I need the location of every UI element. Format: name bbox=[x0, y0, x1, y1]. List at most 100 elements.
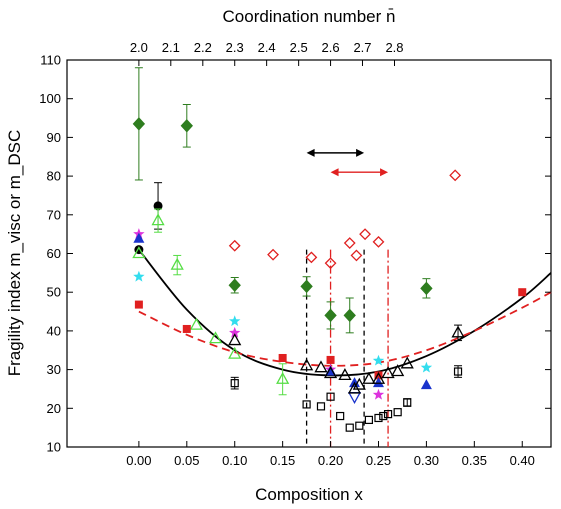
fit-curve bbox=[138, 291, 552, 367]
y-tick-label: 80 bbox=[47, 169, 61, 184]
data-point-triangle-open bbox=[208, 331, 223, 344]
data-point-square bbox=[518, 288, 527, 297]
top-tick-label: 2.3 bbox=[226, 40, 244, 55]
top-tick-label: 2.6 bbox=[322, 40, 340, 55]
data-point-diamond-open bbox=[305, 251, 318, 264]
y-axis-title: Fragility index m_visc or m_DSC bbox=[5, 130, 24, 377]
data-point-diamond bbox=[343, 308, 356, 323]
data-point-square bbox=[278, 353, 287, 362]
y-tick-label: 60 bbox=[47, 246, 61, 261]
data-point-star bbox=[133, 270, 145, 282]
data-point-triangle bbox=[420, 379, 432, 390]
data-point-square-open bbox=[302, 400, 311, 409]
range-arrow-head bbox=[356, 148, 365, 157]
data-point-square-open bbox=[336, 411, 345, 421]
data-point-diamond bbox=[180, 119, 193, 133]
data-point-triangle-open bbox=[276, 371, 290, 384]
data-point-triangle bbox=[133, 232, 145, 243]
data-point-triangle-open bbox=[352, 377, 366, 390]
data-point-square-open bbox=[453, 367, 463, 376]
data-point-diamond bbox=[132, 117, 146, 131]
x-tick-label: 0.35 bbox=[462, 453, 487, 468]
range-arrow-head bbox=[330, 168, 339, 177]
top-tick-label: 2.5 bbox=[290, 40, 308, 55]
data-point-triangle-open bbox=[314, 360, 328, 373]
range-lines bbox=[305, 249, 389, 447]
data-point-star bbox=[372, 354, 385, 366]
fit-curve bbox=[138, 249, 552, 377]
data-point-triangle-open bbox=[323, 366, 338, 379]
x-tick-label: 0.30 bbox=[414, 453, 439, 468]
x-tick-label: 0.05 bbox=[174, 453, 199, 468]
data-point-square-open bbox=[316, 402, 326, 411]
x-tick-label: 0.20 bbox=[318, 453, 343, 468]
data-point-triangle-open bbox=[300, 358, 314, 371]
top-tick-label: 2.8 bbox=[385, 40, 403, 55]
data-point-square-open bbox=[374, 413, 383, 423]
data-point-diamond-open bbox=[372, 235, 385, 248]
y-tick-label: 50 bbox=[47, 285, 61, 300]
y-tick-label: 30 bbox=[47, 362, 61, 377]
x-axis-title: Composition x bbox=[255, 485, 363, 504]
data-point-diamond-open bbox=[267, 248, 279, 261]
data-point-diamond-open bbox=[324, 257, 337, 270]
data-point-diamond-open bbox=[343, 237, 356, 249]
y-tick-label: 110 bbox=[40, 53, 61, 68]
data-point-triangle-open bbox=[362, 371, 376, 384]
y-tick-label: 100 bbox=[39, 91, 61, 106]
data-point-diamond-open bbox=[359, 228, 371, 241]
data-point-square-open bbox=[383, 410, 393, 419]
data-point-star bbox=[229, 326, 241, 338]
data-point-square bbox=[134, 300, 143, 309]
data-point-circle bbox=[153, 201, 163, 211]
top-tick-label: 2.0 bbox=[130, 40, 148, 55]
range-arrows bbox=[306, 148, 389, 177]
data-point-star bbox=[372, 388, 385, 400]
data-point-square-open bbox=[393, 408, 402, 417]
data-point-triangle-open bbox=[189, 317, 203, 330]
data-point-diamond bbox=[324, 308, 337, 323]
data-point-diamond-open bbox=[350, 249, 363, 262]
x-tick-label: 0.25 bbox=[366, 453, 391, 468]
range-arrow-head bbox=[380, 168, 389, 177]
data-point-triangle-open bbox=[381, 366, 395, 379]
data-point-triangle-open bbox=[371, 371, 386, 384]
data-point-diamond bbox=[228, 278, 241, 292]
data-point-diamond-open bbox=[449, 169, 462, 182]
y-tick-label: 20 bbox=[47, 401, 61, 416]
x-tick-label: 0.40 bbox=[510, 453, 535, 468]
data-point-triangle-open bbox=[338, 368, 352, 381]
y-tick-label: 10 bbox=[47, 440, 61, 455]
data-point-triangle-down bbox=[347, 392, 362, 405]
top-tick-label: 2.1 bbox=[162, 40, 180, 55]
y-tick-label: 40 bbox=[47, 323, 61, 338]
x-tick-label: 0.10 bbox=[222, 453, 247, 468]
data-point-star bbox=[420, 361, 433, 373]
top-axis-title: Coordination number n̄ bbox=[223, 7, 396, 26]
data-point-square-open bbox=[403, 398, 412, 407]
data-point-triangle-open bbox=[151, 213, 165, 226]
data-point-triangle-open bbox=[391, 364, 405, 377]
top-tick-label: 2.4 bbox=[258, 40, 276, 55]
data-point-square bbox=[326, 355, 335, 364]
data-point-diamond-open bbox=[228, 239, 241, 252]
axes: 0.00 0.05 0.10 0.15 0.20 0.25 0.30 0.35 0.40 10 20… bbox=[39, 40, 551, 468]
data-point-square-open bbox=[326, 392, 335, 401]
data-point-triangle-open bbox=[228, 346, 242, 359]
data-point-triangle-open bbox=[451, 325, 465, 338]
top-tick-label: 2.2 bbox=[194, 40, 212, 55]
data-point-diamond bbox=[420, 281, 433, 296]
data-point-square-open bbox=[355, 421, 364, 430]
data-point-diamond bbox=[300, 279, 313, 294]
range-arrow-head bbox=[306, 148, 315, 157]
y-tick-label: 90 bbox=[47, 130, 61, 145]
top-tick-label: 2.7 bbox=[353, 40, 371, 55]
x-tick-label: 0.15 bbox=[270, 453, 295, 468]
data-point-triangle-open bbox=[347, 381, 362, 394]
y-tick-label: 70 bbox=[47, 207, 61, 222]
data-point-star bbox=[229, 315, 241, 327]
data-point-square-open bbox=[230, 379, 239, 388]
fit-curves bbox=[138, 249, 552, 377]
data-point-square bbox=[374, 371, 383, 380]
